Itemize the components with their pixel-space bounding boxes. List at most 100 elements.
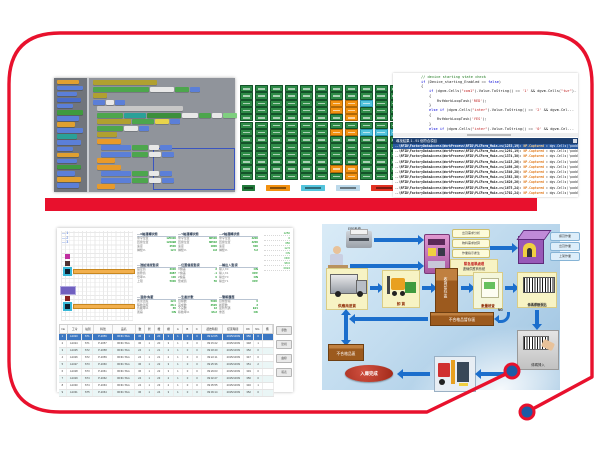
tag-block[interactable] <box>329 85 343 93</box>
tag-block[interactable] <box>240 92 253 100</box>
toolbox-block[interactable] <box>57 85 83 91</box>
tag-block[interactable] <box>329 114 343 122</box>
tag-block[interactable] <box>314 150 328 158</box>
tag-block[interactable] <box>374 158 388 166</box>
tag-block[interactable] <box>329 99 343 107</box>
tag-block[interactable] <box>269 143 283 151</box>
tag-block[interactable] <box>359 106 373 115</box>
tag-block[interactable] <box>254 172 268 180</box>
tag-block[interactable] <box>240 114 253 122</box>
tag-block[interactable] <box>269 136 283 144</box>
tag-block[interactable] <box>299 114 313 122</box>
tag-block[interactable] <box>284 143 298 151</box>
tag-block[interactable] <box>284 136 298 144</box>
tag-block[interactable] <box>374 121 388 129</box>
toolbox-block[interactable] <box>57 122 75 127</box>
tag-block[interactable] <box>314 106 328 115</box>
code-text-area[interactable]: // device starting state check if (Device… <box>421 75 577 131</box>
plc-side-button[interactable]: 參數 <box>276 326 292 335</box>
tag-block[interactable] <box>314 121 328 129</box>
tag-block[interactable] <box>314 143 328 151</box>
toolbox-block[interactable] <box>57 140 81 146</box>
tag-block[interactable] <box>299 121 313 129</box>
tag-block[interactable] <box>254 121 268 129</box>
tag-block[interactable] <box>359 121 373 129</box>
workspace-block-row[interactable] <box>97 138 121 144</box>
toolbox-block[interactable] <box>57 177 81 182</box>
tag-block[interactable] <box>299 172 313 180</box>
tag-block[interactable] <box>254 85 268 93</box>
tag-block[interactable] <box>284 150 298 158</box>
tag-block[interactable] <box>240 150 253 158</box>
tag-block[interactable] <box>344 121 358 129</box>
workspace-block-row[interactable] <box>97 184 115 190</box>
tag-block[interactable] <box>359 158 373 166</box>
tag-block[interactable] <box>329 128 343 137</box>
toolbox-block[interactable] <box>57 158 77 164</box>
tag-block[interactable] <box>240 99 253 107</box>
workspace-block-row[interactable] <box>97 158 115 164</box>
tag-block[interactable] <box>299 128 313 137</box>
table-row[interactable]: 8 A1030 ST4 P-2063 RFID-TAG 24 1 23 2 1 0 0 09:35:55… <box>59 383 274 390</box>
tag-block[interactable] <box>374 172 388 180</box>
tag-block[interactable] <box>269 114 283 122</box>
tag-block[interactable] <box>359 85 373 93</box>
workspace-block-row[interactable] <box>101 145 172 151</box>
workspace-block-row[interactable] <box>101 177 174 183</box>
tag-block[interactable] <box>299 165 313 173</box>
tag-block[interactable] <box>329 106 343 115</box>
tag-block[interactable] <box>299 158 313 166</box>
tag-block[interactable] <box>269 92 283 100</box>
tag-block[interactable] <box>359 92 373 100</box>
tag-block[interactable] <box>254 92 268 100</box>
toolbox-block[interactable] <box>57 109 83 115</box>
tag-block[interactable] <box>299 99 313 107</box>
plc-side-button[interactable]: 報表 <box>276 368 292 377</box>
tag-block[interactable] <box>254 136 268 144</box>
close-icon[interactable] <box>572 139 577 143</box>
tag-block[interactable] <box>359 143 373 151</box>
toolbox-block[interactable] <box>57 164 81 170</box>
tag-block[interactable] <box>329 143 343 151</box>
tag-block[interactable] <box>240 106 253 115</box>
tag-block[interactable] <box>254 114 268 122</box>
tag-block[interactable] <box>374 128 388 137</box>
table-row[interactable]: 7 A1029 ST4 P-2062 RFID-TAG 24 1 23 2 1 0 0 09:32:27… <box>59 376 274 383</box>
tag-block[interactable] <box>284 158 298 166</box>
tag-block[interactable] <box>374 114 388 122</box>
workspace-block-row[interactable] <box>101 171 172 177</box>
tag-block[interactable] <box>344 85 358 93</box>
tag-block[interactable] <box>240 158 253 166</box>
tag-block[interactable] <box>240 121 253 129</box>
tag-block[interactable] <box>314 92 328 100</box>
tag-block[interactable] <box>329 158 343 166</box>
tag-block[interactable] <box>329 92 343 100</box>
tag-block[interactable] <box>254 99 268 107</box>
workspace-block-row[interactable] <box>97 132 117 138</box>
tag-block[interactable] <box>344 143 358 151</box>
tag-block[interactable] <box>254 106 268 115</box>
tag-block[interactable] <box>314 136 328 144</box>
table-row[interactable]: 6 A1028 ST3 P-2061 RFID-TAG 36 1 22 3 1 0 0 09:29:03… <box>59 369 274 376</box>
workspace-block-row[interactable] <box>93 80 157 86</box>
tag-block[interactable] <box>269 158 283 166</box>
find-result-row[interactable]: ..\RFID\FactoryDataAccess\WorkProcess\RF… <box>395 190 578 195</box>
workspace-block-row[interactable] <box>93 93 107 99</box>
workspace-block-row[interactable] <box>101 151 174 157</box>
tag-block[interactable] <box>284 172 298 180</box>
blockly-workspace[interactable] <box>91 78 237 192</box>
tag-block[interactable] <box>269 172 283 180</box>
tag-block[interactable] <box>269 121 283 129</box>
tag-block[interactable] <box>299 150 313 158</box>
tag-block[interactable] <box>284 106 298 115</box>
table-row[interactable]: 4 A1026 ST2 P-2059 RFID-TAG 24 1 21 2 1 0 0 09:22:11… <box>59 355 274 362</box>
tag-block[interactable] <box>374 143 388 151</box>
toolbox-block[interactable] <box>57 91 77 97</box>
tag-block[interactable] <box>284 121 298 129</box>
workspace-block-row[interactable] <box>93 99 125 105</box>
tag-block[interactable] <box>344 136 358 144</box>
tag-block[interactable] <box>374 165 388 173</box>
workspace-block-row[interactable] <box>93 86 200 92</box>
tag-block[interactable] <box>240 143 253 151</box>
table-row[interactable]: 2 A1024 ST1 P-2057 RFID-TAG 36 1 20 3 1 0 0 09:15:22… <box>59 341 274 348</box>
